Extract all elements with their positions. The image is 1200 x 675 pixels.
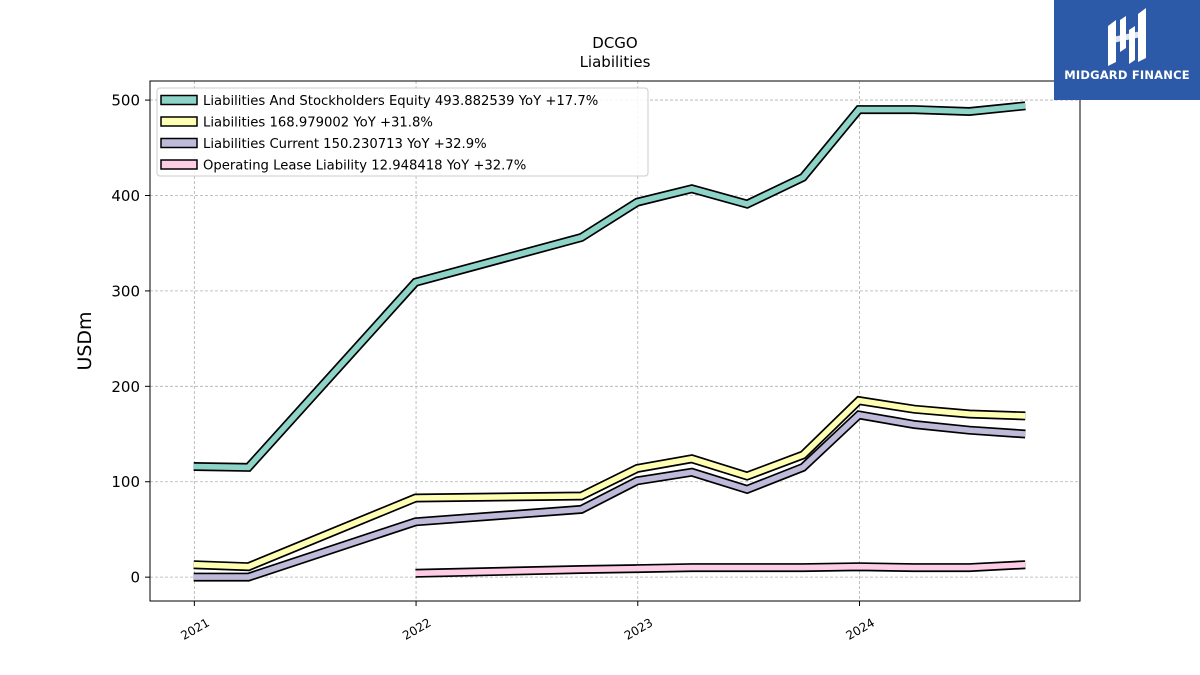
logo-mark-icon: [1108, 8, 1146, 66]
plot-frame: [149, 80, 1081, 602]
legend-entry: Liabilities 168.979002 YoY +31.8%: [203, 116, 433, 131]
y-tick-label: 200: [111, 378, 140, 396]
series-line-liabilities-current: [193, 411, 1026, 580]
legend-entry: Liabilities Current 150.230713 YoY +32.9…: [203, 137, 487, 152]
legend-swatch: [160, 94, 198, 106]
legend-swatch: [160, 116, 198, 127]
y-tick-label: 300: [111, 282, 140, 300]
legend-box: [156, 87, 649, 177]
legend-entry: Liabilities And Stockholders Equity 493.…: [203, 94, 598, 109]
legend-entry: Operating Lease Liability 12.948418 YoY …: [203, 159, 526, 174]
legend-swatch: [160, 137, 198, 149]
y-tick-label: 400: [111, 187, 140, 205]
brand-logo: MIDGARD FINANCE: [1054, 0, 1200, 100]
legend-swatch: [160, 159, 198, 170]
y-axis-label: USDm: [74, 311, 96, 370]
y-tick-label: 500: [111, 92, 140, 110]
chart-subtitle: Liabilities: [580, 53, 651, 71]
chart-title: DCGO: [592, 34, 637, 52]
logo-text: MIDGARD FINANCE: [1064, 68, 1190, 82]
series-line-liabilities: [193, 397, 1026, 570]
legend: Liabilities And Stockholders Equity 493.…: [156, 87, 649, 177]
x-tick-label: 2024: [844, 615, 877, 642]
series-line-operating-lease-liability: [415, 561, 1026, 577]
series-layer: [193, 101, 1026, 582]
y-tick-label: 100: [111, 473, 140, 491]
x-tick-label: 2023: [622, 615, 655, 642]
x-tick-label: 2021: [178, 615, 211, 642]
y-tick-label: 0: [130, 569, 140, 587]
series-line-liabilities-and-stockholders-equity: [193, 103, 1026, 471]
x-tick-label: 2022: [400, 615, 433, 642]
